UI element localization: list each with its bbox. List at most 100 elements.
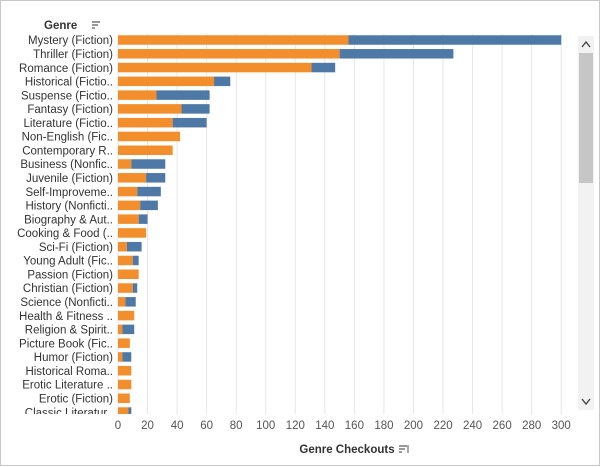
category-label: Religion & Spirit.. [25, 325, 113, 337]
chevron-up-icon[interactable] [581, 40, 591, 48]
x-tick-label: 280 [522, 420, 541, 432]
bar-segment-orange[interactable] [118, 365, 132, 376]
bar-segment-orange[interactable] [118, 379, 132, 390]
bar-segment-blue[interactable] [128, 407, 132, 417]
category-label: Juvenile (Fiction) [26, 173, 113, 185]
bar-segment-orange[interactable] [118, 407, 129, 417]
x-tick-label: 220 [433, 420, 452, 432]
bar-segment-orange[interactable] [118, 200, 141, 211]
x-axis-ticks: 0 20 40 60 80 100 120 140 160 180 200 220 240 260 280 3… [115, 420, 571, 432]
bar-segment-orange[interactable] [118, 131, 181, 142]
bar-segment-orange[interactable] [118, 76, 215, 87]
bar-segment-orange[interactable] [118, 338, 130, 348]
bar-segment-orange[interactable] [118, 49, 340, 59]
bar-segment-blue[interactable] [181, 104, 210, 114]
bar-segment-blue[interactable] [131, 159, 166, 169]
bar-segment-orange[interactable] [118, 228, 147, 238]
bar-segment-orange[interactable] [118, 324, 123, 335]
category-label: Literature (Fictio.. [24, 118, 113, 130]
bar-segment-orange[interactable] [118, 352, 123, 362]
bar-segment-orange[interactable] [118, 145, 173, 155]
category-label: Contemporary R.. [22, 145, 113, 157]
category-label: Christian (Fiction) [23, 283, 113, 295]
category-labels: Mystery (Fiction) Thriller (Fiction) Roman… [17, 35, 113, 419]
x-tick-label: 0 [115, 420, 121, 432]
category-label: Erotic (Fiction) [39, 393, 113, 405]
category-label: Suspense (Fictio.. [21, 90, 113, 102]
bar-segment-orange[interactable] [118, 255, 133, 266]
bar-segment-blue[interactable] [348, 35, 562, 45]
category-label: Passion (Fiction) [27, 269, 113, 281]
x-tick-label: 300 [552, 420, 571, 432]
category-label: Fantasy (Fiction) [27, 104, 113, 116]
category-label: Self-Improveme.. [25, 187, 113, 199]
bar-segment-orange[interactable] [118, 297, 126, 307]
bar-segment-blue[interactable] [214, 76, 231, 87]
category-label: Cooking & Food (.. [17, 228, 113, 240]
bar-segment-orange[interactable] [118, 241, 127, 252]
bar-segment-blue[interactable] [140, 200, 158, 211]
bar-segment-orange[interactable] [118, 186, 138, 197]
x-tick-label: 40 [171, 420, 184, 432]
x-tick-label: 20 [141, 420, 154, 432]
category-label: Health & Fitness .. [19, 311, 113, 323]
bar-segment-orange[interactable] [118, 310, 135, 321]
bar-segment-orange[interactable] [118, 173, 147, 183]
bar-segment-blue[interactable] [126, 241, 142, 252]
x-tick-label: 140 [315, 420, 334, 432]
bar-segment-blue[interactable] [172, 117, 207, 128]
bar-segment-orange[interactable] [118, 90, 157, 100]
x-tick-label: 100 [256, 420, 275, 432]
bar-segment-blue[interactable] [132, 255, 139, 266]
row-header-label: Genre [44, 20, 77, 32]
bar-segment-orange[interactable] [118, 214, 139, 224]
x-tick-label: 200 [404, 420, 423, 432]
gridlines [117, 34, 562, 414]
category-label: Picture Book (Fic.. [19, 338, 113, 350]
bar-segment-blue[interactable] [122, 352, 132, 362]
bar-segment-blue[interactable] [122, 324, 135, 335]
bar-segment-blue[interactable] [146, 173, 166, 183]
bar-segment-orange[interactable] [118, 159, 132, 169]
bar-segment-blue[interactable] [339, 49, 454, 59]
x-tick-label: 120 [286, 420, 305, 432]
bar-segment-blue[interactable] [138, 214, 148, 224]
category-label: Erotic Literature .. [22, 380, 113, 392]
axis-sort-icon[interactable] [399, 444, 409, 454]
category-label: Biography & Aut.. [24, 214, 113, 226]
bar-segment-orange[interactable] [118, 269, 139, 280]
category-label: Historical Roma.. [25, 366, 113, 378]
category-label: Non-English (Fic.. [22, 132, 113, 144]
x-tick-label: 160 [345, 420, 364, 432]
bar-segment-blue[interactable] [132, 283, 138, 293]
vertical-scrollbar[interactable] [578, 36, 594, 410]
category-label: Historical (Fictio.. [25, 77, 113, 89]
bar-segment-orange[interactable] [118, 104, 182, 114]
scrollbar-thumb[interactable] [579, 53, 593, 183]
x-tick-label: 260 [493, 420, 512, 432]
bar-segment-blue[interactable] [156, 90, 210, 100]
bar-segment-blue[interactable] [125, 297, 136, 307]
category-label: Romance (Fiction) [19, 63, 113, 75]
bar-segment-blue[interactable] [311, 62, 336, 73]
bar-segment-orange[interactable] [118, 393, 130, 404]
bar-segment-orange[interactable] [118, 35, 349, 45]
category-label: Classic Literatur.. [25, 407, 113, 419]
x-tick-label: 180 [374, 420, 393, 432]
x-tick-label: 80 [230, 420, 243, 432]
bar-segment-orange[interactable] [118, 62, 312, 73]
bar-segment-blue[interactable] [137, 186, 161, 197]
category-label: Science (Nonficti.. [20, 297, 113, 309]
category-label: Sci-Fi (Fiction) [39, 242, 113, 254]
category-label: History (Nonficti.. [25, 201, 113, 213]
chevron-down-icon[interactable] [581, 398, 591, 406]
x-tick-label: 60 [200, 420, 213, 432]
bar-segment-orange[interactable] [118, 283, 133, 293]
bar-segment-orange[interactable] [118, 117, 173, 128]
category-label: Mystery (Fiction) [28, 35, 113, 47]
category-label: Thriller (Fiction) [33, 49, 113, 61]
category-label: Humor (Fiction) [34, 352, 113, 364]
sort-descending-icon[interactable] [92, 20, 101, 30]
